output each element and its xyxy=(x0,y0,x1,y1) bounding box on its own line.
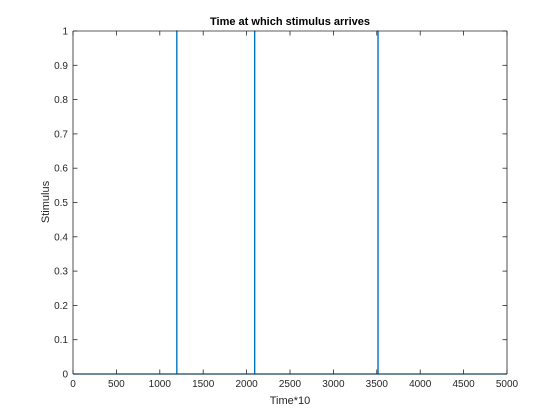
y-tick-label: 0.5 xyxy=(54,198,68,209)
y-tick-label: 1 xyxy=(62,27,68,38)
x-tick-label: 3500 xyxy=(366,379,389,390)
ticks-layer: 0 500 1000 1500 2000 2500 3000 3500 4000 4500 5000… xyxy=(54,27,518,391)
x-tick-label: 1500 xyxy=(192,379,215,390)
x-tick-label: 500 xyxy=(108,379,125,390)
x-axis-title: Time*10 xyxy=(270,395,311,407)
y-tick-label: 0.2 xyxy=(54,301,68,312)
x-tick-label: 0 xyxy=(70,379,76,390)
y-tick-label: 0 xyxy=(62,370,68,381)
x-tick-label: 5000 xyxy=(496,379,519,390)
y-tick-label: 0.9 xyxy=(54,61,68,72)
y-tick-label: 0.3 xyxy=(54,267,68,278)
y-tick-label: 0.8 xyxy=(54,95,68,106)
chart-title: Time at which stimulus arrives xyxy=(210,16,370,28)
x-tick-label: 4500 xyxy=(452,379,475,390)
y-tick-label: 0.7 xyxy=(54,129,68,140)
x-tick-label: 2500 xyxy=(279,379,302,390)
x-tick-label: 4000 xyxy=(409,379,432,390)
y-tick-label: 0.6 xyxy=(54,164,68,175)
x-tick-label: 3000 xyxy=(322,379,345,390)
y-tick-label: 0.4 xyxy=(54,232,68,243)
plot-background xyxy=(73,31,507,374)
y-tick-label: 0.1 xyxy=(54,335,68,346)
y-axis-title: Stimulus xyxy=(40,180,52,223)
x-tick-label: 1000 xyxy=(149,379,172,390)
x-tick-label: 2000 xyxy=(235,379,258,390)
